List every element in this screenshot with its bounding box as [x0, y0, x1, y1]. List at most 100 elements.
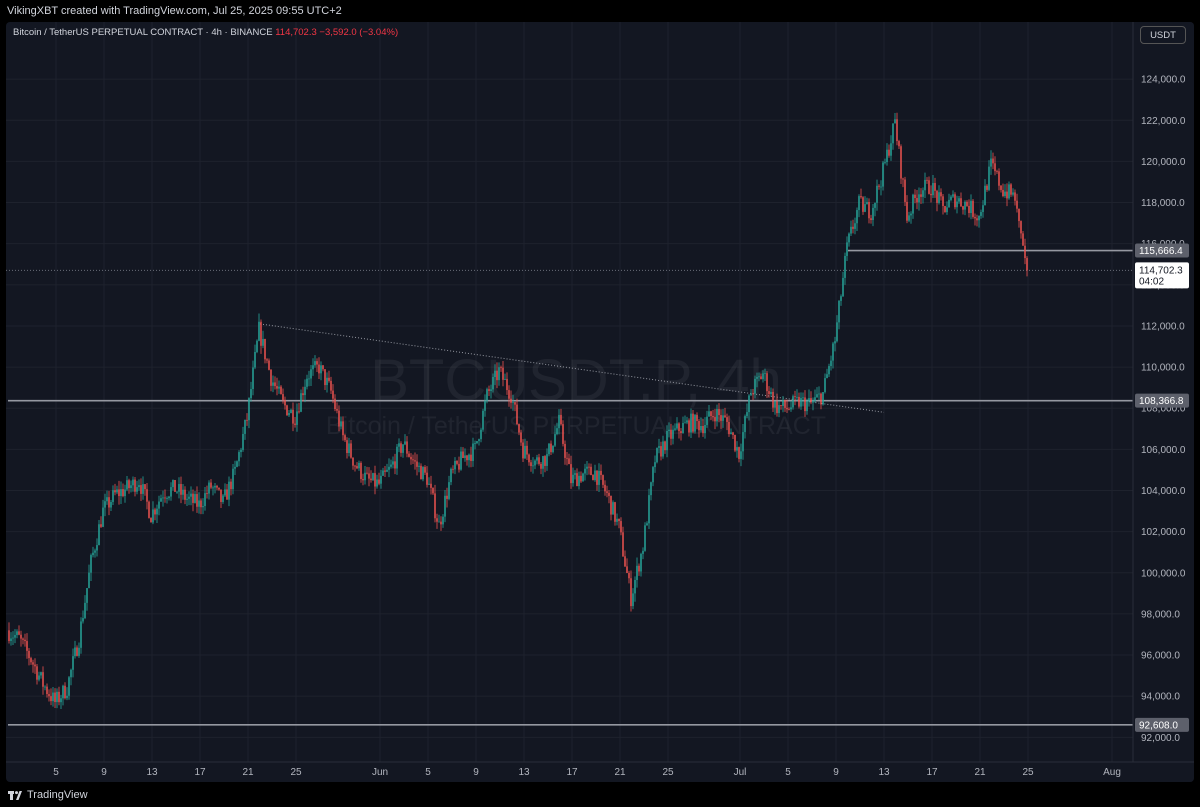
candle-down — [538, 457, 540, 464]
candle-down — [960, 198, 962, 207]
candle-down — [630, 578, 632, 607]
candle-up — [924, 179, 926, 191]
candle-up — [254, 351, 256, 368]
candle-down — [878, 185, 880, 187]
candle-down — [544, 456, 546, 466]
candle-down — [284, 399, 286, 406]
candle-up — [552, 445, 554, 453]
candle-up — [848, 233, 850, 243]
candle-up — [428, 483, 430, 485]
candle-up — [92, 552, 94, 556]
candle-up — [612, 502, 614, 515]
candle-up — [730, 432, 732, 435]
candle-up — [232, 468, 234, 490]
level-low-label-bg — [1135, 717, 1189, 732]
price-labels: 115,666.4 108,366.8 92,608.0 114,702.304:02 — [1135, 243, 1189, 732]
candle-down — [726, 417, 728, 422]
candle-up — [234, 466, 236, 469]
candle-up — [988, 166, 990, 190]
candle-down — [520, 432, 522, 443]
candle-down — [466, 455, 468, 461]
candle-down — [934, 183, 936, 191]
candle-down — [30, 658, 32, 663]
candle-up — [586, 466, 588, 469]
candle-down — [702, 425, 704, 434]
candle-down — [852, 226, 854, 229]
candle-down — [568, 458, 570, 465]
candle-up — [750, 393, 752, 396]
candle-up — [886, 149, 888, 163]
candle-up — [826, 374, 828, 379]
candle-up — [572, 474, 574, 484]
candle-down — [274, 382, 276, 387]
candle-down — [192, 493, 194, 503]
candle-up — [382, 470, 384, 476]
candle-down — [1026, 258, 1028, 271]
candle-down — [820, 393, 822, 405]
candle-down — [316, 361, 318, 365]
candle-down — [940, 192, 942, 197]
symbol-legend[interactable]: Bitcoin / TetherUS PERPETUAL CONTRACT · … — [13, 27, 398, 38]
candle-down — [998, 171, 1000, 186]
candle-up — [186, 498, 188, 500]
candle-down — [108, 497, 110, 508]
candle-up — [858, 196, 860, 211]
candle-up — [708, 411, 710, 417]
candle-down — [414, 460, 416, 462]
candle-down — [114, 490, 116, 493]
candle-up — [1008, 184, 1010, 199]
candle-down — [406, 441, 408, 454]
candle-up — [890, 143, 892, 156]
price-chart[interactable]: BTCUSDT.P, 4h Bitcoin / TetherUS PERPETU… — [6, 22, 1194, 782]
candle-down — [1018, 208, 1020, 222]
candle-up — [238, 452, 240, 462]
candle-up — [438, 521, 440, 523]
time-tick-label: 5 — [785, 767, 791, 778]
candle-up — [494, 370, 496, 378]
time-tick-label: 13 — [518, 767, 530, 778]
candle-up — [850, 226, 852, 234]
candle-down — [366, 472, 368, 474]
candle-up — [72, 656, 74, 670]
time-tick-label: Jul — [734, 767, 747, 778]
candle-down — [562, 424, 564, 444]
candle-down — [122, 489, 124, 497]
time-tick-label: 13 — [146, 767, 158, 778]
candle-down — [410, 456, 412, 460]
time-tick-label: 5 — [53, 767, 59, 778]
price-tick-label: 118,000.0 — [1141, 198, 1185, 209]
candle-up — [840, 296, 842, 301]
time-tick-label: 9 — [101, 767, 107, 778]
footer-bar: TradingView — [0, 782, 1200, 807]
candle-up — [932, 183, 934, 196]
candle-up — [782, 399, 784, 407]
candle-down — [788, 409, 790, 411]
candle-up — [240, 449, 242, 453]
candle-up — [308, 378, 310, 380]
candle-down — [768, 391, 770, 395]
candle-down — [8, 630, 10, 641]
currency-button[interactable]: USDT — [1140, 26, 1186, 44]
candle-up — [790, 407, 792, 410]
candle-up — [830, 360, 832, 367]
candle-down — [720, 415, 722, 421]
candle-up — [824, 378, 826, 393]
chart-panel[interactable]: BTCUSDT.P, 4h Bitcoin / TetherUS PERPETU… — [6, 22, 1194, 782]
candle-down — [570, 464, 572, 484]
candle-up — [312, 365, 314, 370]
candle-down — [580, 475, 582, 482]
candle-up — [812, 400, 814, 403]
candle-up — [460, 451, 462, 470]
candle-down — [150, 517, 152, 523]
candle-up — [854, 223, 856, 229]
candle-up — [242, 433, 244, 450]
candle-down — [604, 484, 606, 492]
tradingview-logo[interactable]: TradingView — [8, 789, 88, 801]
legend-change: −3,592.0 (−3.04%) — [319, 27, 399, 38]
candle-up — [162, 497, 164, 499]
candle-up — [314, 361, 316, 366]
candle-up — [166, 498, 168, 499]
candle-down — [180, 484, 182, 495]
candle-down — [798, 396, 800, 407]
candle-down — [518, 424, 520, 433]
